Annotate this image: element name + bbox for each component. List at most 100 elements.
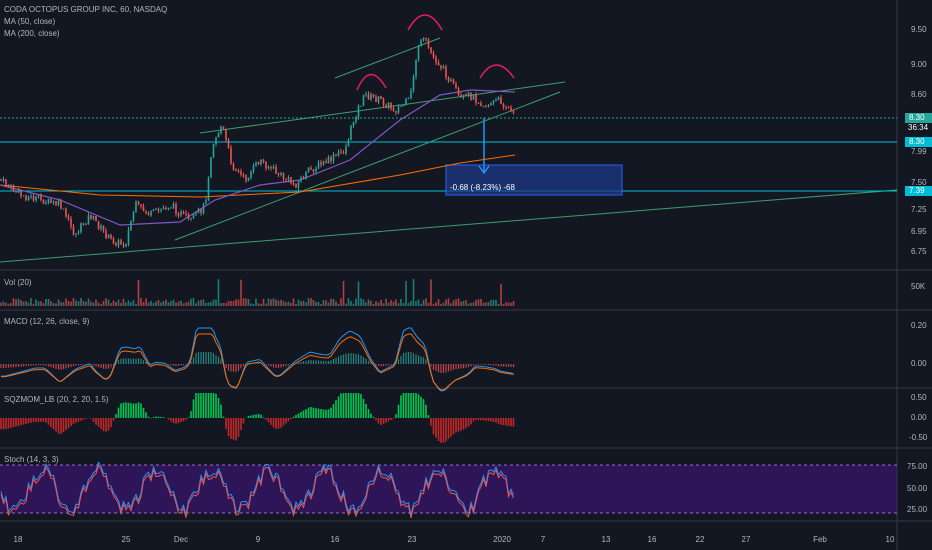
- vol-bar: [10, 302, 12, 306]
- sqz-bar: [200, 393, 202, 418]
- macd-bar: [382, 364, 385, 367]
- vol-bar: [210, 302, 212, 306]
- vol-bar: [430, 279, 432, 306]
- macd-bar: [400, 355, 402, 364]
- vol-bar: [165, 299, 167, 306]
- sqz-bar: [382, 418, 385, 424]
- candle: [102, 225, 105, 231]
- sqz-bar: [395, 414, 397, 418]
- sqz-bar: [352, 393, 355, 418]
- macd-bar: [505, 364, 507, 367]
- macd-bar: [410, 352, 412, 364]
- candle: [362, 94, 365, 106]
- macd-bar: [75, 364, 77, 366]
- sqz-bar: [462, 418, 465, 430]
- candle: [487, 105, 490, 107]
- price-tick: 6.75: [911, 247, 927, 256]
- candle: [37, 195, 40, 197]
- time-tick: Dec: [174, 535, 188, 544]
- measure-label: -0.68 (-8.23%) -68: [450, 183, 515, 192]
- macd-bar: [402, 353, 405, 364]
- candle: [385, 104, 387, 108]
- vol-bar: [192, 298, 195, 306]
- macd-bar: [15, 364, 17, 368]
- vol-bar: [457, 298, 460, 306]
- time-tick: 27: [742, 535, 751, 544]
- sqz-bar: [275, 418, 277, 429]
- vol-bar: [405, 280, 407, 306]
- candle: [387, 102, 390, 108]
- vol-bar: [92, 302, 95, 306]
- macd-bar: [435, 364, 437, 372]
- candle: [300, 177, 302, 182]
- ma200-line: [0, 154, 516, 198]
- indicator-label: MA (50, close): [4, 17, 55, 26]
- sqz-bar: [347, 393, 350, 418]
- sqz-bar: [112, 418, 115, 421]
- vol-bar: [187, 301, 190, 306]
- macd-bar: [452, 364, 455, 370]
- sqz-bar: [510, 418, 512, 427]
- sqz-bar: [252, 414, 255, 418]
- sqz-bar: [487, 418, 490, 422]
- vol-bar: [212, 299, 215, 306]
- vol-bar: [312, 299, 315, 306]
- vol-bar: [307, 298, 310, 306]
- macd-bar: [447, 364, 450, 372]
- candle: [250, 171, 252, 178]
- vol-bar: [297, 299, 300, 306]
- sqz-bar: [472, 418, 475, 422]
- macd-bar: [297, 362, 300, 364]
- vol-bar: [455, 299, 457, 306]
- macd-bar: [110, 364, 112, 368]
- sqz-bar: [7, 418, 10, 429]
- candle: [265, 161, 267, 169]
- sqz-bar: [402, 393, 405, 418]
- macd-bar: [390, 364, 392, 365]
- candle: [320, 162, 322, 165]
- vol-bar: [437, 299, 440, 306]
- macd-bar: [95, 364, 97, 367]
- candle: [432, 52, 435, 57]
- sqz-bar: [497, 418, 500, 424]
- sqz-bar: [37, 418, 40, 422]
- vol-bar: [470, 302, 472, 306]
- sqz-bar: [157, 416, 160, 418]
- time-tick: 25: [122, 535, 131, 544]
- sqz-bar: [110, 418, 112, 428]
- candle: [455, 83, 457, 89]
- sqz-bar: [135, 403, 137, 418]
- sqz-bar: [370, 413, 372, 418]
- vol-bar: [352, 303, 355, 306]
- vol-bar: [97, 302, 100, 306]
- candle: [212, 144, 215, 158]
- vol-bar: [462, 300, 465, 306]
- sqz-tick: -0.50: [909, 433, 928, 442]
- candle: [137, 201, 140, 205]
- vol-bar: [150, 300, 152, 306]
- macd-bar: [117, 360, 120, 364]
- vol-bar: [435, 302, 437, 306]
- sqz-bar: [392, 418, 395, 419]
- vol-bar: [412, 279, 415, 306]
- sqz-bar: [302, 410, 305, 418]
- vol-bar: [112, 300, 115, 306]
- macd-bar: [417, 355, 420, 364]
- macd-bar: [347, 353, 350, 364]
- vol-bar: [420, 303, 422, 306]
- vol-bar: [445, 299, 447, 306]
- price-tick: 6.95: [911, 227, 927, 236]
- macd-bar: [365, 358, 367, 364]
- countdown: 36:34: [908, 123, 929, 132]
- sqz-bar: [427, 415, 430, 418]
- vol-bar: [247, 298, 250, 306]
- stoch-tick: 75.00: [907, 462, 928, 471]
- sqz-tick: 0.50: [911, 393, 927, 402]
- sqz-bar: [465, 418, 467, 429]
- sqz-bar: [292, 416, 295, 418]
- vol-bar: [277, 300, 280, 306]
- macd-bar: [60, 364, 62, 370]
- sqz-bar: [190, 411, 192, 418]
- candle: [25, 195, 27, 201]
